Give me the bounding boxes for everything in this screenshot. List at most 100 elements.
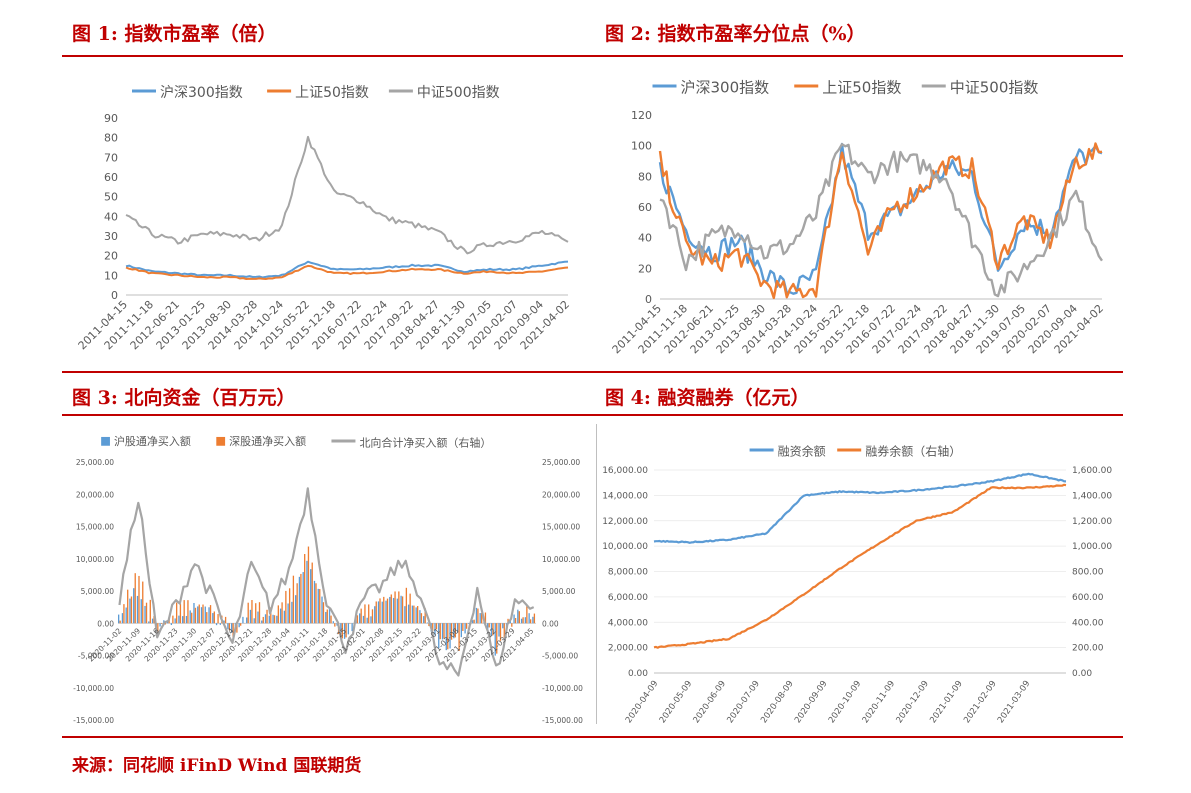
chart4-legend-label-1: 融券余额（右轴） [865, 444, 961, 459]
chart3-bar-sh-33 [242, 616, 244, 624]
chart1-ytick-4: 40 [104, 210, 118, 223]
chart3-bar-sh-48 [298, 576, 301, 624]
chart1-legend-label-0: 沪深300指数 [160, 85, 243, 101]
chart2-ytick-3: 60 [638, 201, 652, 214]
chart2-ytick-0: 0 [645, 293, 652, 306]
chart3-bar-sh-55 [325, 611, 327, 624]
chart3-bar-sz-70 [383, 596, 385, 624]
chart1-ytick-5: 50 [104, 191, 118, 204]
chart3-bar-sh-64 [359, 613, 361, 624]
chart3-bar-sz-48 [300, 573, 302, 624]
chart3-bar-sz-83 [432, 623, 434, 631]
chart3-bar-sh-65 [362, 615, 365, 624]
chart3-bar-sz-56 [330, 615, 332, 624]
chart3-bar-sz-26 [217, 614, 219, 624]
chart3-bar-sz-89 [454, 623, 456, 638]
chart2-ytick-1: 20 [638, 262, 652, 275]
chart3-bar-sh-52 [313, 580, 316, 624]
chart3-bar-sz-1 [123, 604, 125, 624]
chart4-ytick-right-4: 800.00 [1072, 568, 1104, 578]
chart3-bar-sh-110 [532, 616, 534, 624]
chart3-bar-sh-21 [197, 606, 199, 624]
chart3-bar-sh-9 [151, 618, 154, 624]
chart3-bar-sz-55 [326, 609, 328, 624]
chart3-bar-sz-66 [368, 604, 370, 624]
chart3-bar-sh-74 [396, 598, 398, 624]
chart3-bar-sz-80 [420, 613, 423, 624]
chart3-bar-sh-0 [118, 614, 120, 624]
chart3-bar-sz-10 [157, 623, 159, 634]
chart3-bar-sz-87 [447, 623, 449, 650]
chart3-bar-sz-53 [319, 589, 321, 624]
chart3-bar-sz-8 [149, 599, 151, 624]
chart3-bar-sz-9 [153, 616, 155, 624]
chart3-bar-sz-77 [409, 593, 411, 624]
chart3-bar-sz-32 [240, 623, 242, 626]
chart3-bar-sz-20 [194, 607, 197, 624]
chart3-bar-sz-44 [285, 590, 287, 624]
chart3-bar-sz-54 [322, 602, 325, 624]
chart3-ytick-right-2: -5,000.00 [542, 652, 578, 661]
chart3-ytick-left-0: -15,000.00 [73, 716, 114, 725]
chart3-ytick-right-3: 0.00 [542, 619, 559, 628]
chart3-bar-sz-63 [356, 615, 359, 624]
chart4-xtick-6: 2020-10-09 [827, 679, 864, 725]
chart3-bar-sz-94 [473, 619, 475, 624]
chart3-bar-sh-20 [193, 602, 195, 624]
chart3-bar-sh-102 [502, 623, 504, 629]
chart3-bar-sh-96 [479, 613, 481, 624]
chart3-bar-sz-30 [232, 623, 234, 640]
chart3-bar-sh-26 [215, 623, 218, 626]
chart3-bar-sh-89 [453, 623, 455, 639]
chart3-bar-sh-80 [419, 610, 421, 624]
chart3-ytick-right-0: -15,000.00 [542, 716, 583, 725]
chart3-bar-sz-4 [134, 573, 136, 624]
chart3-bar-sz-43 [281, 602, 283, 624]
chart3-bar-sz-17 [183, 600, 185, 624]
chart3-bar-sh-92 [464, 623, 466, 634]
chart3-bar-sh-2 [125, 607, 127, 624]
chart3-bar-sz-24 [209, 605, 212, 624]
chart3-bar-sh-15 [174, 618, 176, 624]
chart3-bar-sh-7 [144, 605, 146, 624]
chart3-bar-sz-19 [191, 612, 193, 624]
chart3-bar-sz-40 [270, 607, 272, 624]
chart3-bar-sh-77 [407, 604, 410, 624]
chart3-bar-sh-105 [513, 614, 515, 624]
chart3-bar-sh-37 [257, 611, 259, 624]
chart3-ytick-left-7: 20,000.00 [76, 490, 114, 499]
chart2-ytick-5: 100 [631, 140, 652, 153]
lower-rule [62, 414, 1123, 416]
chart3-bar-sh-70 [381, 601, 383, 624]
chart3-bar-sh-86 [441, 623, 444, 640]
chart4-xtick-1: 2020-05-09 [658, 679, 695, 725]
chart3-bar-sh-41 [272, 614, 274, 624]
chart4-xtick-7: 2020-11-09 [861, 679, 898, 725]
chart4-ytick-right-6: 1,200.00 [1072, 517, 1112, 527]
chart4-ytick-left-3: 6,000.00 [608, 593, 648, 603]
chart3-bar-sh-27 [219, 623, 221, 625]
chart3-ytick-left-3: 0.00 [97, 619, 114, 628]
chart3-bar-sz-100 [496, 623, 498, 654]
chart3-bar-sz-12 [164, 623, 167, 625]
chart3-bar-sz-36 [255, 603, 257, 624]
chart3-bar-sz-51 [311, 562, 313, 624]
chart3-bar-sz-103 [507, 618, 509, 624]
chart3-bar-sh-16 [178, 615, 180, 624]
chart3-bar-sh-44 [283, 610, 286, 624]
chart1-series-line-1 [125, 264, 569, 280]
chart3-bar-sh-100 [494, 623, 496, 656]
chart1-ytick-0: 0 [111, 289, 118, 302]
chart3-bar-sz-28 [224, 616, 227, 624]
panel-4-frame [596, 424, 597, 724]
chart3-bar-sh-71 [385, 600, 387, 624]
chart3-bar-sh-66 [366, 617, 368, 624]
chart3-bar-sh-85 [438, 623, 440, 649]
chart3-bar-sh-90 [456, 623, 459, 633]
chart4-xtick-9: 2021-01-09 [928, 679, 965, 725]
chart3-bar-sh-87 [445, 623, 447, 651]
chart3-ytick-left-8: 25,000.00 [76, 458, 114, 467]
chart3-bar-sh-84 [434, 623, 436, 636]
chart3-bar-sh-68 [374, 606, 376, 624]
